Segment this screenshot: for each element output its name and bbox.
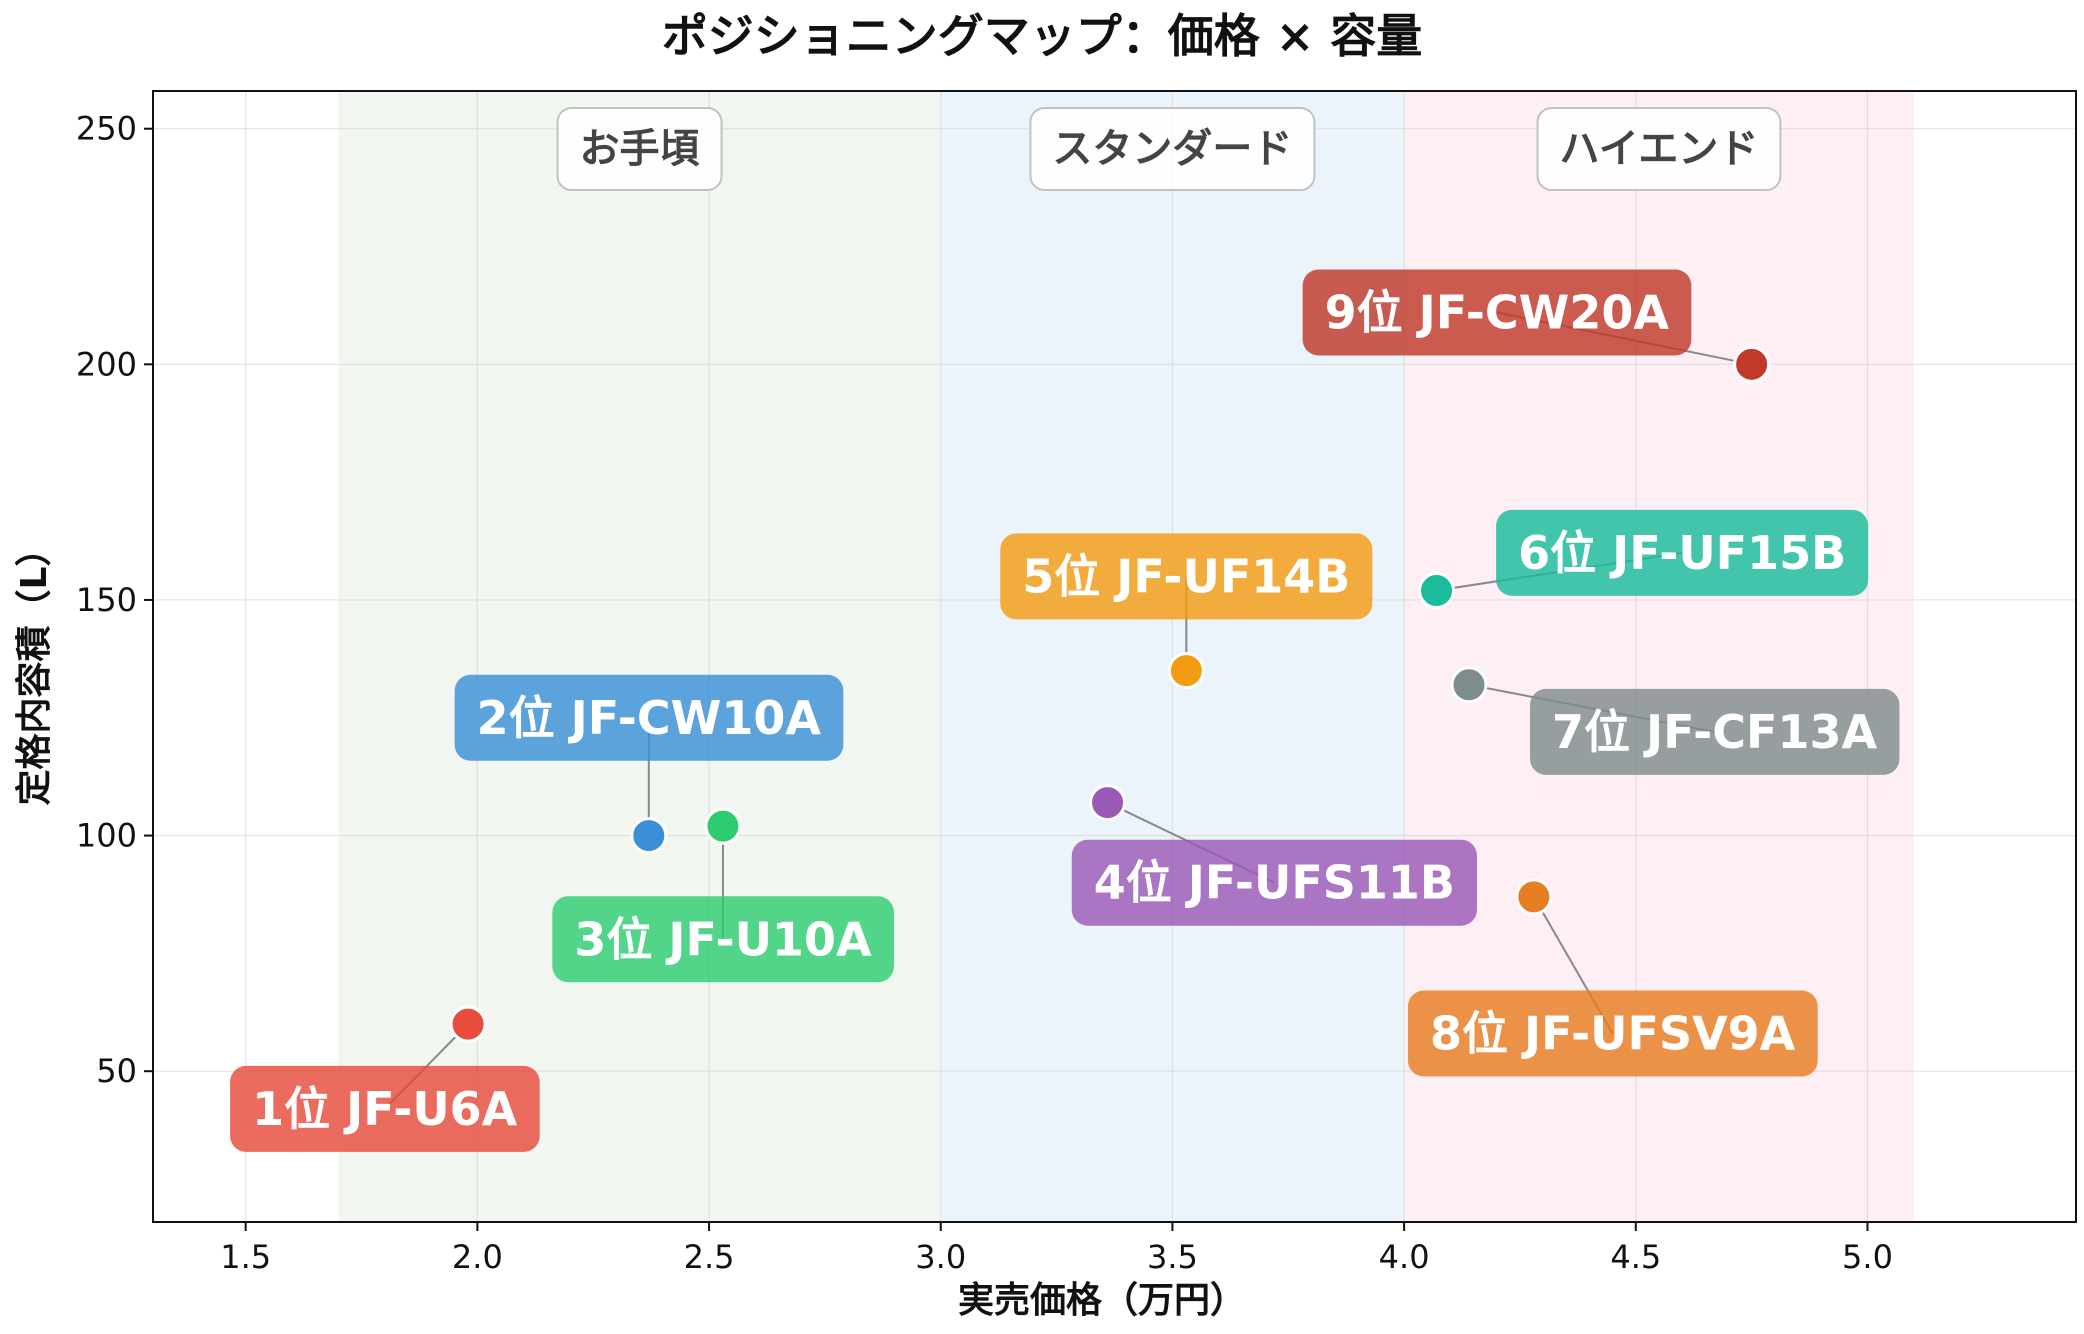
- y-tick-label-5: 250: [76, 110, 137, 148]
- plot-frame: [152, 90, 2077, 1223]
- point-label-box: [1071, 839, 1477, 926]
- zone-labels-layer: お手頃 スタンダード ハイエンド: [556, 107, 1782, 191]
- point-label-text: 7位 JF-CF13A: [1552, 705, 1877, 759]
- zone-band-1: [338, 91, 941, 1222]
- y-axis-label: 定格内容積（L）: [14, 531, 55, 806]
- point-label-1: 1位 JF-U6A: [230, 1065, 540, 1152]
- zone-label-2: スタンダード: [1029, 107, 1316, 191]
- data-point-3: [704, 807, 742, 845]
- point-label-3: 3位 JF-U10A: [552, 896, 894, 983]
- x-tick-label-8: 5.0: [1842, 1238, 1893, 1276]
- data-point-1: [449, 1005, 487, 1043]
- zone-label-text: ハイエンド: [1560, 126, 1759, 172]
- point-label-text: 9位 JF-CW20A: [1325, 285, 1670, 339]
- point-label-box: [454, 674, 844, 761]
- points-layer: [449, 345, 1771, 1043]
- data-point-4: [1089, 784, 1127, 822]
- zone-label-box: [556, 107, 723, 191]
- point-label-box: [552, 896, 894, 983]
- y-tick-label-1: 50: [96, 1052, 137, 1090]
- data-point-9: [1733, 345, 1771, 383]
- zone-label-1: お手頃: [556, 107, 723, 191]
- x-tick-label-6: 4.0: [1379, 1238, 1430, 1276]
- point-label-text: 4位 JF-UFS11B: [1094, 856, 1455, 910]
- x-axis-ticks: 1.5 2.0 2.5 3.0 3.5 4.0 4.5 5.0: [220, 1222, 1893, 1276]
- point-label-text: 6位 JF-UF15B: [1518, 526, 1846, 580]
- point-label-5: 5位 JF-UF14B: [1000, 533, 1373, 620]
- zone-label-text: お手頃: [580, 126, 700, 172]
- point-label-6: 6位 JF-UF15B: [1496, 509, 1869, 596]
- point-labels-layer: 1位 JF-U6A 2位 JF-CW10A 3位 JF-U10A 4位 JF-UFS1…: [230, 269, 1900, 1152]
- y-tick-label-3: 150: [76, 581, 137, 619]
- zone-label-box: [1029, 107, 1316, 191]
- zone-label-3: ハイエンド: [1536, 107, 1782, 191]
- point-label-text: 1位 JF-U6A: [252, 1082, 518, 1136]
- data-point-2: [630, 817, 668, 855]
- point-label-8: 8位 JF-UFSV9A: [1407, 990, 1818, 1077]
- point-label-2: 2位 JF-CW10A: [454, 674, 844, 761]
- y-axis-ticks: 50 100 150 200 250: [76, 110, 153, 1090]
- data-point-5: [1167, 652, 1205, 690]
- x-tick-label-4: 3.0: [915, 1238, 966, 1276]
- x-axis-label: 実売価格（万円）: [958, 1280, 1246, 1321]
- point-label-box: [1496, 509, 1869, 596]
- point-label-box: [1407, 990, 1818, 1077]
- point-label-text: 5位 JF-UF14B: [1022, 549, 1350, 603]
- zone-label-text: スタンダード: [1052, 126, 1292, 172]
- y-tick-label-4: 200: [76, 345, 137, 383]
- y-tick-label-2: 100: [76, 817, 137, 855]
- point-label-7: 7位 JF-CF13A: [1530, 688, 1900, 775]
- point-label-text: 3位 JF-U10A: [574, 912, 872, 966]
- data-point-6: [1418, 572, 1456, 610]
- chart-title: ポジショニングマップ：価格 × 容量: [662, 9, 1423, 63]
- data-point-7: [1450, 666, 1488, 704]
- point-label-4: 4位 JF-UFS11B: [1071, 839, 1477, 926]
- x-tick-label-5: 3.5: [1147, 1238, 1198, 1276]
- x-tick-label-7: 4.5: [1610, 1238, 1661, 1276]
- point-label-box: [230, 1065, 540, 1152]
- point-label-box: [1302, 269, 1692, 356]
- data-point-8: [1515, 878, 1553, 916]
- x-tick-label-3: 2.5: [684, 1238, 735, 1276]
- zone-label-box: [1536, 107, 1782, 191]
- x-tick-label-1: 1.5: [220, 1238, 271, 1276]
- x-tick-label-2: 2.0: [452, 1238, 503, 1276]
- point-label-box: [1000, 533, 1373, 620]
- point-label-box: [1530, 688, 1900, 775]
- point-label-text: 8位 JF-UFSV9A: [1430, 1007, 1796, 1061]
- point-label-9: 9位 JF-CW20A: [1302, 269, 1692, 356]
- point-label-text: 2位 JF-CW10A: [477, 691, 822, 745]
